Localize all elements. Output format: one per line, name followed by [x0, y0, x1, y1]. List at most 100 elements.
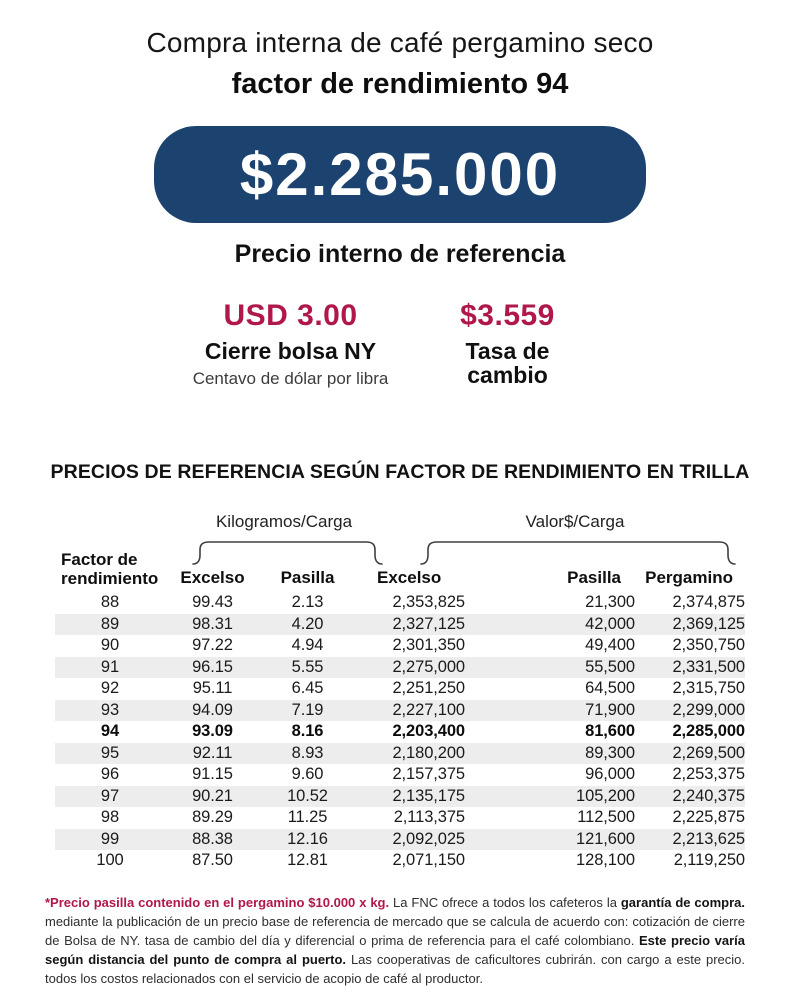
- cell-valor-pergamino: 2,253,375: [672, 765, 745, 784]
- cell-valor-excelso: 2,251,250: [392, 679, 465, 698]
- cell-factor: 94: [100, 722, 120, 741]
- price-table-body: 88 99.43 2.13 2,353,825 21,300 2,374,875 89 98.…: [55, 592, 745, 872]
- column-header-pergamino: Pergamino: [645, 568, 733, 587]
- table-row: 88 99.43 2.13 2,353,825 21,300 2,374,875: [55, 592, 745, 614]
- cell-valor-pergamino: 2,285,000: [672, 722, 745, 741]
- column-header-valor-excelso: Excelso: [377, 568, 442, 587]
- cell-valor-pasilla: 64,500: [585, 679, 635, 698]
- price-pill: $2.285.000: [154, 126, 646, 223]
- column-header-valor-pasilla: Pasilla: [567, 568, 621, 587]
- cell-valor-excelso: 2,135,175: [392, 786, 465, 805]
- cell-valor-pasilla: 81,600: [585, 722, 635, 741]
- page-title-line2: factor de rendimiento 94: [231, 68, 569, 100]
- price-caption: Precio interno de referencia: [234, 240, 566, 268]
- cell-valor-pergamino: 2,213,625: [672, 829, 745, 848]
- cell-valor-excelso: 2,327,125: [392, 614, 465, 633]
- cell-valor-pasilla: 42,000: [585, 614, 635, 633]
- table-row: 93 94.09 7.19 2,227,100 71,900 2,299,000: [55, 699, 745, 721]
- cell-factor: 99: [100, 829, 120, 848]
- footnote-segment-bold: garantía de compra.: [620, 894, 745, 910]
- table-row: 100 87.50 12.81 2,071,150 128,100 2,119,250: [55, 850, 745, 872]
- cell-valor-pergamino: 2,374,875: [672, 593, 745, 612]
- exchange-rate-block: $3.559 Tasa de cambio: [430, 299, 585, 387]
- cell-kg-pasilla: 8.16: [291, 722, 324, 741]
- cell-factor: 100: [96, 851, 124, 870]
- cell-kg-excelso: 97.22: [192, 636, 233, 655]
- cell-factor: 89: [100, 614, 120, 633]
- group-label-kilograms: Kilogramos/Carga: [215, 512, 353, 531]
- cell-valor-excelso: 2,227,100: [392, 700, 465, 719]
- table-row: 91 96.15 5.55 2,275,000 55,500 2,331,500: [55, 656, 745, 678]
- cell-kg-pasilla: 11.25: [287, 808, 328, 827]
- cell-factor: 91: [100, 657, 120, 676]
- column-header-kg-excelso: Excelso: [180, 568, 245, 587]
- table-row: 95 92.11 8.93 2,180,200 89,300 2,269,500: [55, 742, 745, 764]
- cell-factor: 90: [100, 636, 120, 655]
- cell-kg-pasilla: 4.20: [291, 614, 324, 633]
- footnote-segment-bold: Este precio varía según distancia del pu…: [45, 932, 746, 967]
- table-group-labels: Kilogramos/Carga Valor$/Carga: [55, 512, 745, 534]
- cell-kg-excelso: 92.11: [192, 743, 233, 762]
- cell-kg-pasilla: 7.19: [291, 700, 324, 719]
- cell-valor-pasilla: 89,300: [585, 743, 635, 762]
- ny-close-value: USD 3.00: [223, 299, 358, 332]
- cell-kg-excelso: 91.15: [192, 765, 233, 784]
- table-section-heading: PRECIOS DE REFERENCIA SEGÚN FACTOR DE RE…: [50, 461, 750, 483]
- table-row: 98 89.29 11.25 2,113,375 112,500 2,225,875: [55, 807, 745, 829]
- cell-valor-excelso: 2,071,150: [392, 851, 465, 870]
- bracket-kilograms-icon: [192, 541, 383, 565]
- cell-kg-excelso: 98.31: [192, 614, 233, 633]
- ny-close-sublabel: Centavo de dólar por libra: [192, 369, 389, 388]
- footnote-segment-regular: La FNC ofrece a todos los cafeteros la: [393, 894, 621, 910]
- cell-kg-pasilla: 2.13: [291, 593, 324, 612]
- cell-valor-excelso: 2,157,375: [392, 765, 465, 784]
- cell-kg-excelso: 95.11: [192, 679, 233, 698]
- reference-price-table-wrap: Kilogramos/Carga Valor$/Carga Factor de …: [55, 512, 745, 872]
- cell-valor-excelso: 2,353,825: [392, 593, 465, 612]
- page-title-line1: Compra interna de café pergamino seco: [146, 27, 654, 58]
- cell-kg-pasilla: 12.81: [287, 851, 328, 870]
- cell-valor-pasilla: 49,400: [585, 636, 635, 655]
- page-title: Compra interna de café pergamino seco fa…: [0, 0, 800, 102]
- cell-valor-pergamino: 2,315,750: [672, 679, 745, 698]
- table-row: 97 90.21 10.52 2,135,175 105,200 2,240,375: [55, 785, 745, 807]
- table-row: 90 97.22 4.94 2,301,350 49,400 2,350,750: [55, 635, 745, 657]
- table-row: 96 91.15 9.60 2,157,375 96,000 2,253,375: [55, 764, 745, 786]
- column-header-factor: Factor de rendimiento: [61, 550, 159, 588]
- table-header-row: Factor de rendimiento Excelso Pasilla Ex…: [55, 534, 745, 592]
- cell-valor-pergamino: 2,299,000: [672, 700, 745, 719]
- table-row: 92 95.11 6.45 2,251,250 64,500 2,315,750: [55, 678, 745, 700]
- footnote: *Precio pasilla contenido en el pergamin…: [45, 893, 745, 988]
- footnote-segment-accent-bold: *Precio pasilla contenido en el pergamin…: [45, 894, 394, 910]
- cell-valor-excelso: 2,113,375: [393, 808, 465, 827]
- cell-valor-pasilla: 121,600: [576, 829, 635, 848]
- cell-factor: 92: [100, 679, 120, 698]
- cell-kg-pasilla: 6.45: [291, 679, 324, 698]
- cell-kg-excelso: 90.21: [192, 786, 233, 805]
- cell-factor: 96: [100, 765, 120, 784]
- cell-valor-pasilla: 96,000: [585, 765, 635, 784]
- cell-valor-pergamino: 2,350,750: [672, 636, 745, 655]
- cell-valor-pergamino: 2,331,500: [672, 657, 745, 676]
- cell-factor: 88: [100, 593, 120, 612]
- cell-kg-excelso: 99.43: [192, 593, 233, 612]
- table-row: 94 93.09 8.16 2,203,400 81,600 2,285,000: [55, 721, 745, 743]
- cell-valor-pasilla: 128,100: [576, 851, 635, 870]
- exchange-rate-value: $3.559: [460, 299, 555, 332]
- footnote-segment-regular: Las cooperativas de caficultores cubrirá…: [45, 951, 746, 986]
- cell-kg-pasilla: 10.52: [287, 786, 328, 805]
- cell-valor-pergamino: 2,369,125: [672, 614, 745, 633]
- cell-valor-excelso: 2,203,400: [392, 722, 465, 741]
- exchange-rate-label-line1: Tasa de: [465, 338, 550, 364]
- cell-kg-excelso: 96.15: [192, 657, 233, 676]
- cell-kg-pasilla: 4.94: [291, 636, 324, 655]
- cell-kg-pasilla: 8.93: [291, 743, 324, 762]
- cell-valor-pasilla: 71,900: [585, 700, 635, 719]
- column-header-kg-pasilla: Pasilla: [280, 568, 335, 587]
- table-row: 99 88.38 12.16 2,092,025 121,600 2,213,625: [55, 828, 745, 850]
- reference-price-table: Factor de rendimiento Excelso Pasilla Ex…: [55, 534, 745, 872]
- ny-close-label: Cierre bolsa NY: [204, 338, 377, 364]
- cell-factor: 98: [100, 808, 120, 827]
- cell-kg-excelso: 94.09: [192, 700, 233, 719]
